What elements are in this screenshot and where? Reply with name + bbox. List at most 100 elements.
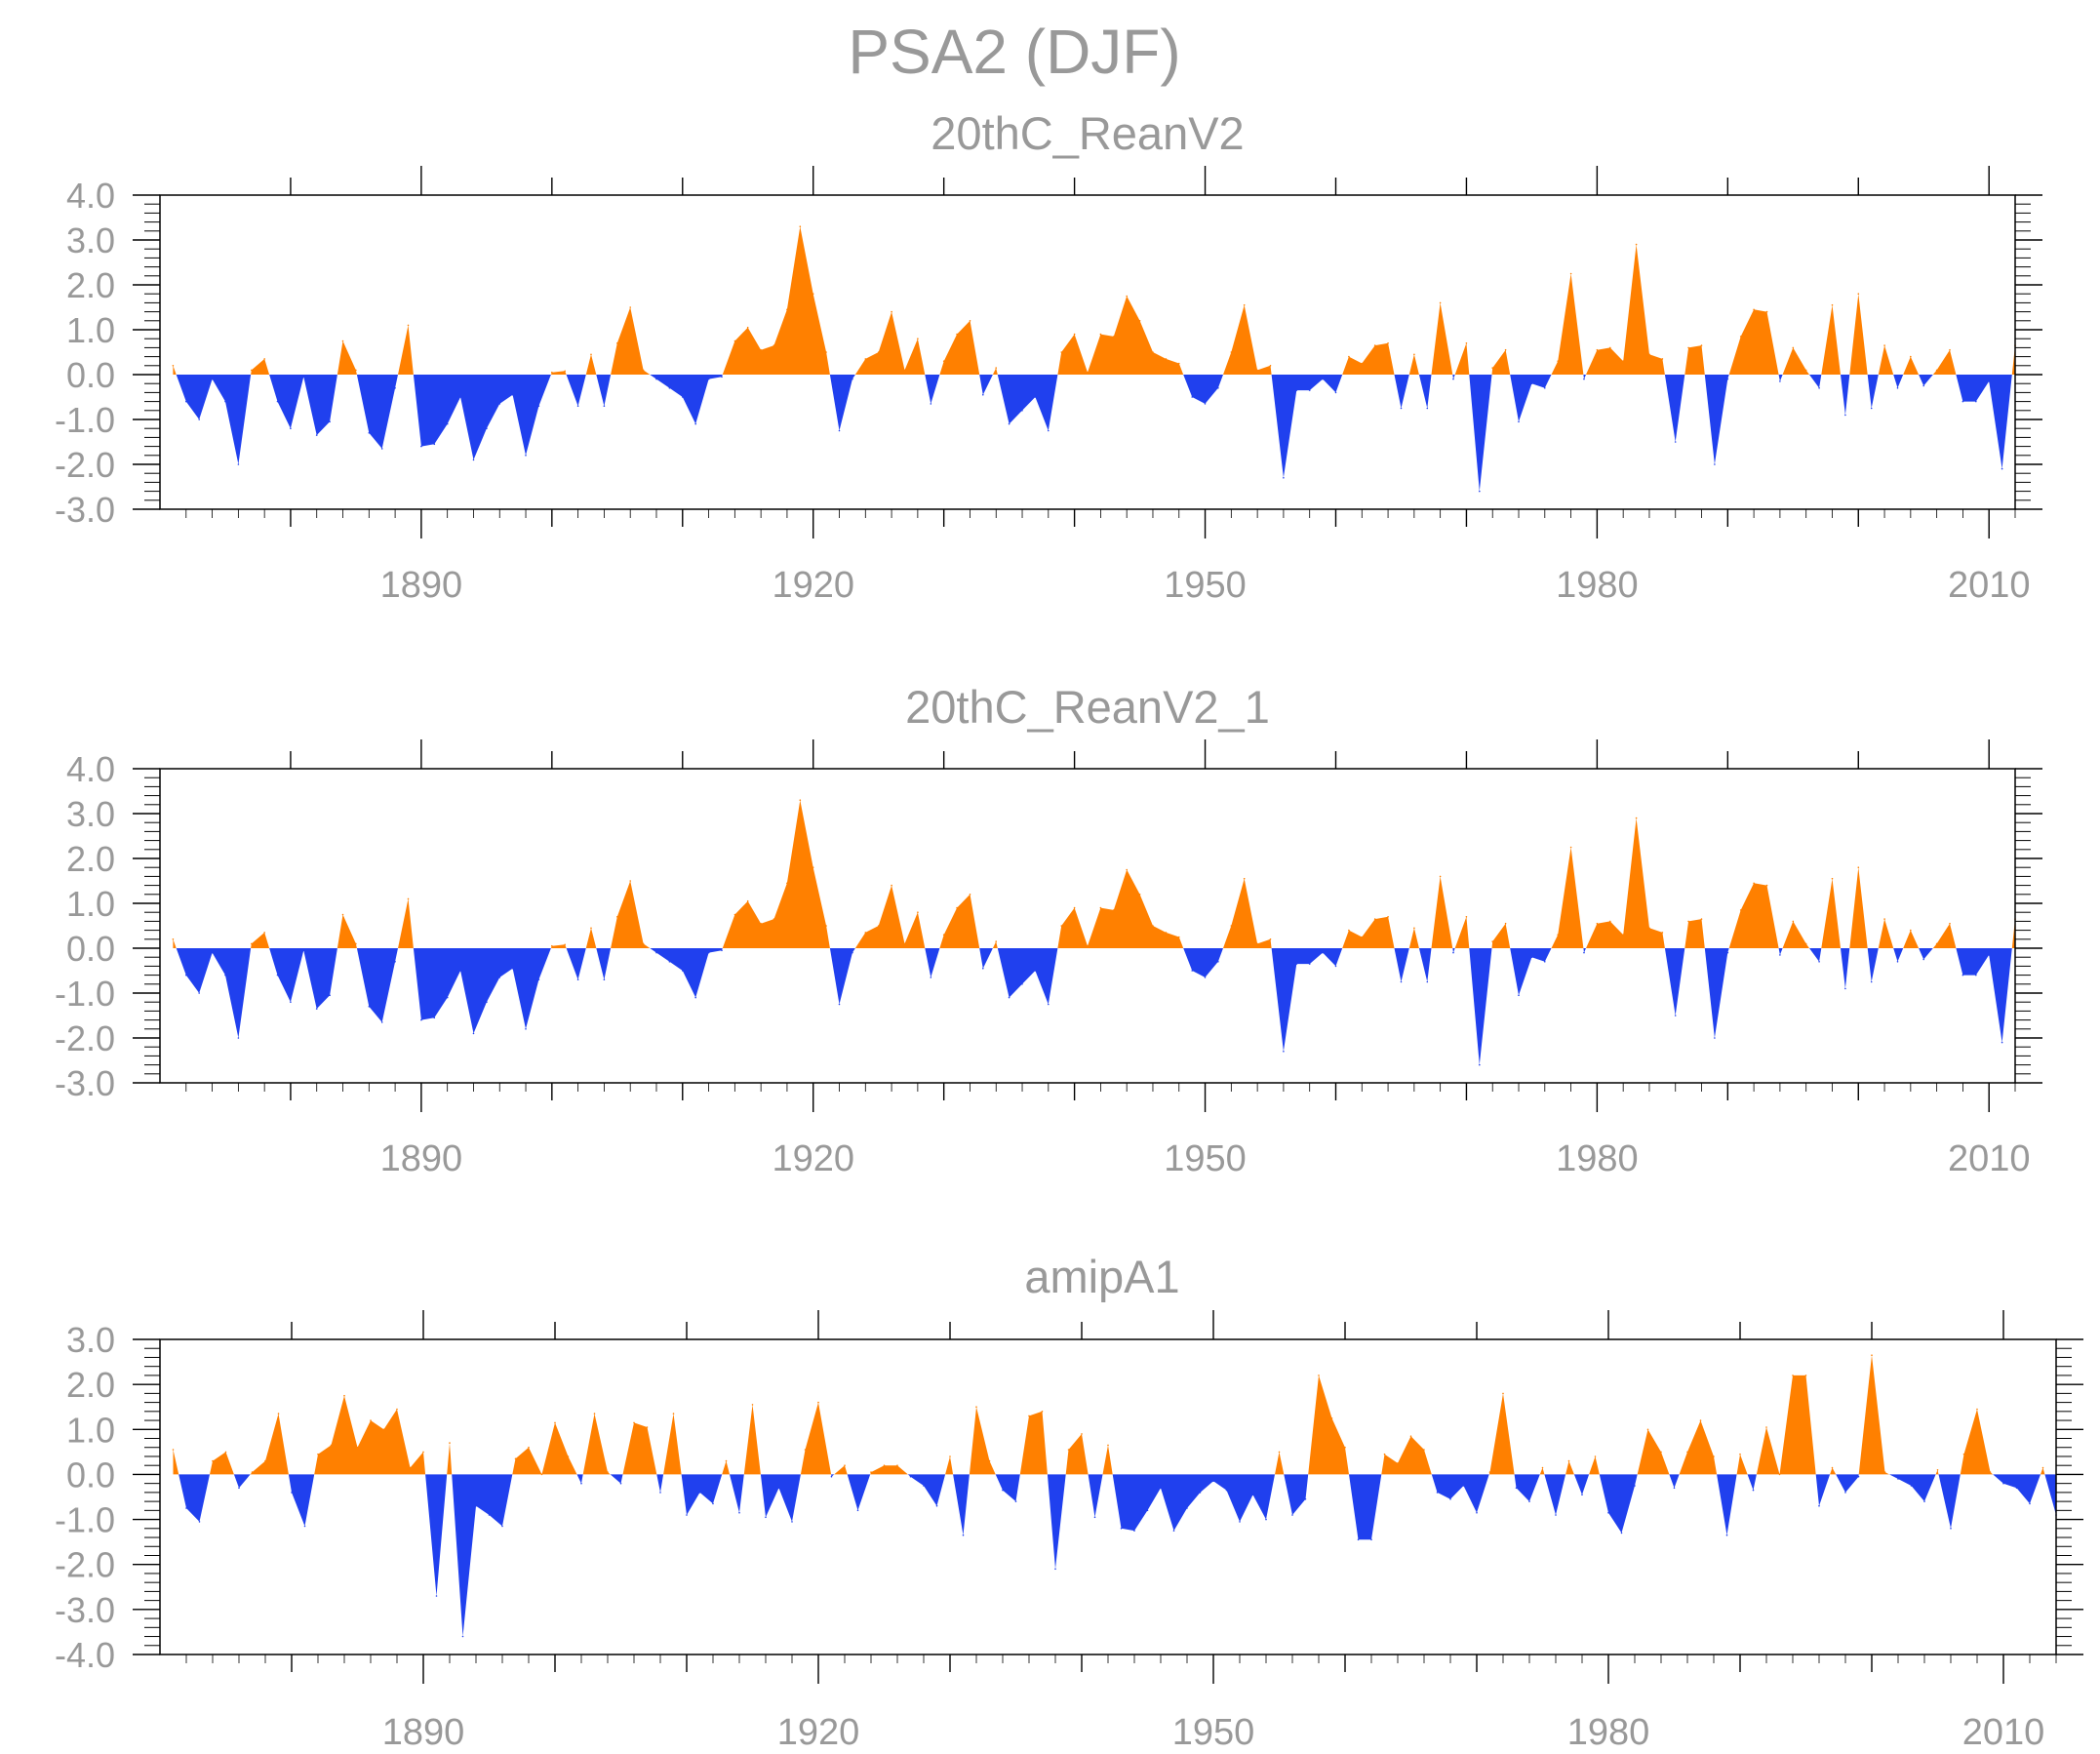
data-point <box>1818 387 1820 389</box>
data-point <box>498 403 501 405</box>
data-point <box>1449 1498 1451 1500</box>
y-tick-label: 2.0 <box>66 1365 115 1405</box>
data-point <box>446 996 449 999</box>
panel-2-title: 20thC_ReanV2_1 <box>905 681 1270 733</box>
data-point <box>1383 1453 1386 1455</box>
data-point <box>251 1471 254 1473</box>
data-point <box>733 339 736 342</box>
x-tick-label: 1950 <box>1172 1712 1255 1753</box>
data-point <box>211 378 214 380</box>
data-point <box>1217 961 1219 963</box>
data-point <box>1113 909 1115 911</box>
data-point <box>1714 463 1716 465</box>
data-point <box>1502 1392 1504 1395</box>
data-point <box>472 458 475 461</box>
data-point <box>909 1475 912 1478</box>
data-point <box>825 925 827 927</box>
data-point <box>1067 1449 1070 1451</box>
data-point <box>917 911 919 913</box>
data-point <box>856 1509 859 1512</box>
data-point <box>1661 932 1664 934</box>
data-point <box>1818 1504 1820 1507</box>
data-point <box>975 1406 977 1408</box>
data-point <box>864 358 867 360</box>
data-point <box>2001 1041 2003 1044</box>
data-point <box>1609 346 1611 349</box>
data-point <box>1936 1469 1939 1471</box>
panel-2: 20thC_ReanV2_1 4.0 3.0 2.0 1.0 0.0 -1.0-2.0 -3… <box>55 681 2042 1179</box>
data-point <box>317 1453 319 1455</box>
data-point <box>1620 1532 1623 1535</box>
data-point <box>1295 963 1298 965</box>
data-point <box>682 396 684 398</box>
data-point <box>995 367 997 369</box>
data-point <box>1034 970 1037 972</box>
data-point <box>1765 310 1768 313</box>
data-point <box>1871 1354 1873 1356</box>
data-point <box>1126 295 1128 298</box>
data-point <box>1596 922 1599 925</box>
data-point <box>1152 925 1154 927</box>
data-point <box>883 1464 886 1466</box>
data-point <box>1975 974 1977 977</box>
x-tick-label: 2010 <box>1962 1712 2045 1753</box>
data-point <box>825 351 827 353</box>
data-point <box>1870 980 1873 983</box>
y-tick-label: 4.0 <box>66 749 115 789</box>
data-point <box>1988 380 1990 382</box>
data-point <box>712 1502 714 1505</box>
x-tick-label: 2010 <box>1948 565 2031 606</box>
data-point <box>751 1404 754 1406</box>
data-point <box>1935 942 1938 945</box>
data-point <box>198 419 200 420</box>
data-point <box>1961 974 1964 977</box>
data-point <box>459 396 461 398</box>
data-point <box>1648 353 1650 356</box>
data-point <box>738 1511 740 1514</box>
data-point <box>1476 1511 1478 1514</box>
data-point <box>1048 429 1050 432</box>
data-point <box>576 405 579 408</box>
data-point <box>449 1442 451 1444</box>
data-point <box>629 306 631 308</box>
data-point <box>1713 1455 1715 1457</box>
data-point <box>224 400 226 403</box>
data-point <box>564 370 566 373</box>
data-point <box>1726 951 1729 954</box>
data-point <box>1436 1492 1439 1494</box>
data-point <box>616 916 618 918</box>
data-point <box>1133 1530 1135 1532</box>
data-point <box>942 934 945 936</box>
data-point <box>1344 1446 1346 1449</box>
data-point <box>1138 320 1141 322</box>
data-point <box>1217 387 1219 389</box>
data-point <box>380 448 383 450</box>
data-point <box>864 932 867 934</box>
data-point <box>1357 1538 1360 1541</box>
data-point <box>446 422 449 425</box>
data-point <box>773 344 775 346</box>
data-point <box>407 324 410 327</box>
data-point <box>817 1401 819 1404</box>
data-point <box>1462 1485 1465 1487</box>
data-point <box>1251 1494 1254 1495</box>
data-point <box>629 880 631 882</box>
y-tick-label: -2.0 <box>55 1018 115 1058</box>
data-point <box>290 427 292 430</box>
data-point <box>799 225 802 227</box>
data-point <box>1596 348 1599 351</box>
y-tick-label: -3.0 <box>55 1063 115 1103</box>
data-point <box>1479 1063 1481 1066</box>
data-point <box>315 434 318 436</box>
x-tick-label: 1920 <box>777 1712 860 1753</box>
data-point <box>370 1419 372 1421</box>
data-point <box>1660 1451 1662 1454</box>
data-point <box>1073 333 1076 336</box>
data-point <box>1491 940 1493 942</box>
data-point <box>1060 925 1062 927</box>
data-point <box>1673 1487 1676 1490</box>
data-point <box>1120 1528 1123 1530</box>
data-point <box>1779 380 1781 382</box>
data-point <box>1113 336 1115 338</box>
